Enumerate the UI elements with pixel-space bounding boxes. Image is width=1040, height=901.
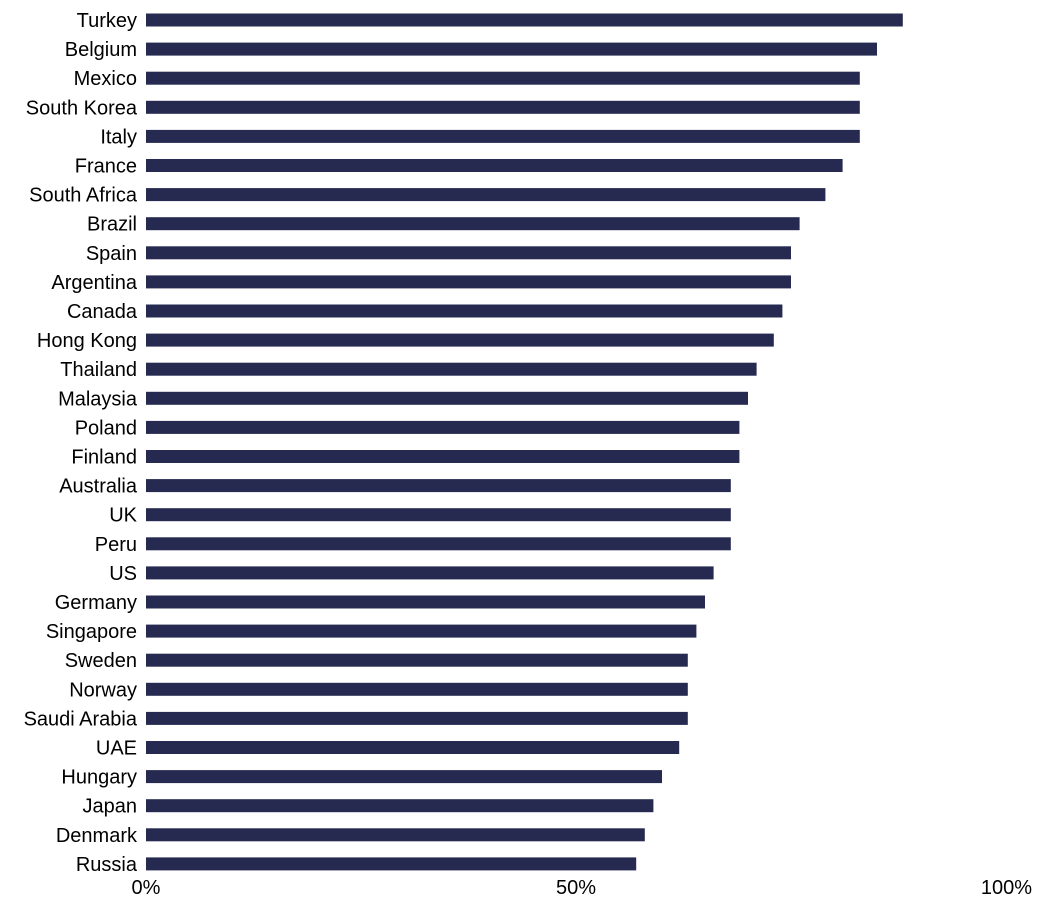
category-label-singapore: Singapore [46, 621, 137, 643]
bar-uk [146, 508, 731, 522]
bar-thailand [146, 362, 757, 376]
category-label-sweden: Sweden [65, 650, 137, 672]
bar-australia [146, 479, 731, 493]
category-label-malaysia: Malaysia [58, 388, 138, 410]
bar-south-africa [146, 188, 826, 202]
category-label-france: France [75, 156, 137, 178]
bar-belgium [146, 42, 877, 56]
bar-hong-kong [146, 333, 774, 347]
x-axis-ticks-layer: 0% 50% 100% [132, 877, 1033, 899]
category-label-thailand: Thailand [60, 359, 137, 381]
bar-mexico [146, 71, 860, 85]
bar-uae [146, 741, 680, 754]
bar-italy [146, 129, 860, 143]
x-tick-label-50: 50% [556, 877, 596, 899]
category-label-belgium: Belgium [65, 39, 137, 61]
bar-canada [146, 304, 783, 318]
bar-denmark [146, 828, 645, 842]
bar-norway [146, 682, 688, 696]
x-tick-label-0: 0% [132, 877, 161, 899]
category-label-germany: Germany [55, 592, 137, 614]
bar-malaysia [146, 391, 748, 405]
category-label-turkey: Turkey [77, 10, 137, 32]
bar-poland [146, 420, 740, 434]
bar-us [146, 566, 714, 580]
category-label-brazil: Brazil [87, 214, 137, 236]
category-label-australia: Australia [59, 476, 138, 498]
bar-sweden [146, 653, 688, 667]
category-label-saudi-arabia: Saudi Arabia [24, 708, 138, 730]
bar-brazil [146, 217, 800, 231]
category-label-poland: Poland [75, 417, 137, 439]
bar-hungary [146, 770, 662, 784]
category-label-denmark: Denmark [56, 825, 138, 847]
bar-japan [146, 799, 654, 813]
category-label-peru: Peru [95, 534, 137, 556]
bar-south-korea [146, 100, 860, 114]
category-label-japan: Japan [83, 796, 138, 818]
category-label-norway: Norway [69, 679, 137, 701]
bar-peru [146, 537, 731, 551]
bar-finland [146, 450, 740, 463]
category-label-south-africa: South Africa [29, 185, 138, 207]
category-label-hong-kong: Hong Kong [37, 330, 137, 352]
category-label-uk: UK [109, 505, 137, 527]
category-label-argentina: Argentina [51, 272, 137, 294]
category-label-mexico: Mexico [74, 68, 137, 90]
category-label-canada: Canada [67, 301, 138, 323]
bar-argentina [146, 275, 791, 289]
category-label-finland: Finland [71, 447, 137, 469]
bar-turkey [146, 13, 903, 27]
bar-france [146, 159, 843, 172]
category-label-hungary: Hungary [61, 767, 137, 789]
category-label-spain: Spain [86, 243, 137, 265]
bar-saudi-arabia [146, 711, 688, 725]
category-label-south-korea: South Korea [26, 97, 138, 119]
category-labels-layer: Turkey Belgium Mexico South Korea Italy Franc… [24, 10, 138, 876]
bar-singapore [146, 624, 697, 638]
bar-spain [146, 246, 791, 260]
x-tick-label-100: 100% [981, 877, 1032, 899]
category-label-russia: Russia [76, 854, 138, 876]
bars-layer [146, 13, 903, 871]
category-label-italy: Italy [100, 126, 137, 148]
bar-germany [146, 595, 705, 609]
bar-russia [146, 857, 637, 871]
category-label-uae: UAE [96, 738, 137, 760]
category-label-us: US [109, 563, 137, 585]
